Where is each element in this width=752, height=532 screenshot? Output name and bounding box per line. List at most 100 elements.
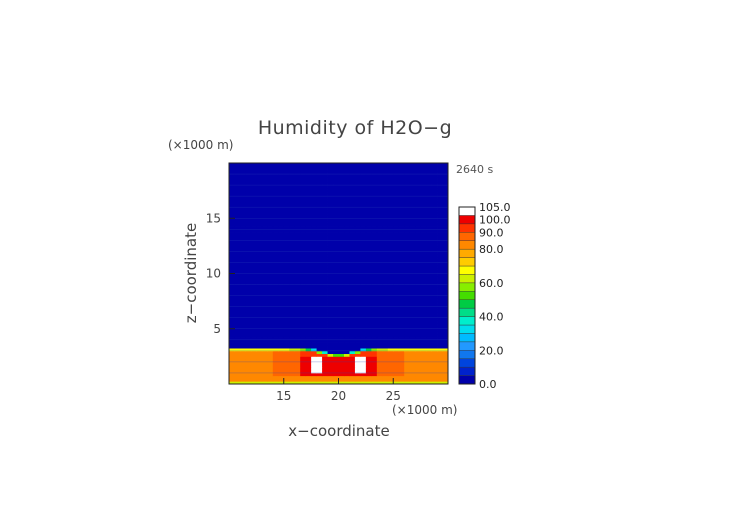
field-cell — [305, 267, 312, 272]
field-cell — [272, 198, 279, 203]
field-cell — [305, 185, 312, 189]
field-cell — [404, 243, 411, 247]
field-cell — [343, 317, 350, 321]
field-cell — [289, 212, 296, 216]
field-cell — [256, 176, 263, 180]
field-cell — [327, 325, 334, 330]
field-cell — [431, 345, 438, 349]
field-cell — [415, 279, 422, 283]
field-cell — [420, 290, 427, 294]
field-cell — [404, 215, 411, 219]
field-cell — [289, 221, 296, 225]
field-cell — [431, 168, 438, 172]
field-cell — [437, 234, 443, 238]
field-cell — [409, 309, 416, 313]
field-cell — [239, 251, 246, 255]
field-cell — [300, 292, 307, 296]
field-cell — [245, 187, 252, 192]
field-cell — [311, 284, 317, 288]
field-cell — [398, 273, 405, 277]
field-cell — [239, 218, 246, 222]
field-cell — [278, 185, 285, 189]
field-cell — [289, 198, 296, 203]
field-cell — [360, 381, 367, 385]
field-cell — [316, 353, 323, 357]
field-cell — [229, 301, 235, 305]
field-cell — [234, 201, 241, 205]
field-cell — [354, 381, 361, 385]
field-cell — [415, 345, 422, 349]
field-cell — [404, 348, 411, 352]
field-cell — [316, 176, 323, 180]
field-cell — [316, 312, 323, 316]
field-cell — [289, 182, 296, 186]
field-cell — [316, 193, 323, 197]
field-cell — [278, 320, 285, 324]
field-cell — [442, 259, 449, 263]
field-cell — [311, 265, 317, 269]
field-cell — [327, 251, 334, 255]
field-cell — [278, 295, 285, 299]
field-cell — [409, 248, 416, 252]
field-cell — [415, 168, 422, 172]
field-cell — [327, 317, 334, 321]
field-cell — [305, 328, 312, 332]
field-cell — [442, 270, 449, 274]
field-cell — [283, 168, 290, 172]
field-cell — [239, 229, 246, 233]
field-cell — [387, 182, 394, 186]
field-cell — [305, 198, 312, 203]
field-cell — [371, 193, 378, 197]
field-cell — [261, 240, 268, 244]
field-cell — [239, 339, 246, 343]
field-cell — [387, 171, 394, 175]
field-cell — [354, 207, 361, 211]
field-cell — [256, 270, 263, 274]
field-cell — [354, 356, 361, 360]
field-cell — [437, 301, 443, 305]
field-cell — [365, 240, 372, 244]
field-cell — [376, 337, 383, 341]
field-cell — [245, 193, 252, 197]
field-cell — [322, 342, 328, 346]
field-cell — [267, 290, 274, 294]
field-cell — [245, 381, 252, 385]
field-cell — [387, 372, 394, 377]
chart-title: Humidity of H2O−g — [258, 117, 452, 139]
field-cell — [305, 240, 312, 244]
field-cell — [426, 240, 432, 244]
field-cell — [338, 381, 345, 385]
field-cell — [229, 270, 235, 274]
field-cell — [294, 301, 301, 305]
field-cell — [305, 314, 312, 319]
field-cell — [250, 267, 257, 272]
field-cell — [239, 309, 246, 313]
field-cell — [409, 215, 416, 219]
field-cell — [316, 240, 323, 244]
field-cell — [338, 317, 345, 321]
field-cell — [229, 298, 235, 302]
field-cell — [360, 359, 367, 363]
field-cell — [294, 359, 301, 363]
field-cell — [272, 372, 279, 377]
field-cell — [338, 182, 345, 186]
field-cell — [365, 198, 372, 203]
field-cell — [256, 171, 263, 175]
field-cell — [289, 381, 296, 385]
field-cell — [267, 342, 274, 346]
field-cell — [305, 265, 312, 269]
field-cell — [393, 212, 400, 216]
field-cell — [398, 163, 405, 167]
field-cell — [283, 256, 290, 261]
field-cell — [404, 163, 411, 167]
field-cell — [229, 353, 235, 357]
field-cell — [442, 243, 449, 247]
field-cell — [349, 234, 356, 238]
field-cell — [294, 320, 301, 324]
field-cell — [283, 198, 290, 203]
field-cell — [409, 317, 416, 321]
field-cell — [327, 370, 334, 374]
colorbar-swatch — [458, 240, 476, 250]
field-cell — [393, 287, 400, 291]
field-cell — [327, 193, 334, 197]
